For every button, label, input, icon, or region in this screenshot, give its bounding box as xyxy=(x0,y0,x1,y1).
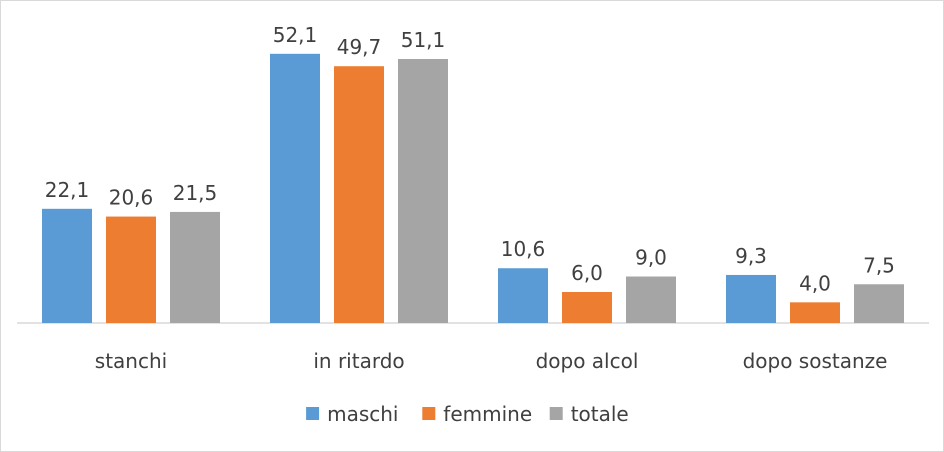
bars-group xyxy=(42,53,904,324)
value-label-totale-0: 21,5 xyxy=(173,181,218,205)
bar-totale-3 xyxy=(854,284,904,323)
category-label-1: in ritardo xyxy=(313,349,404,373)
legend: maschi femmine totale xyxy=(306,402,629,426)
bar-femmine-3 xyxy=(790,302,840,323)
legend-swatch-maschi xyxy=(306,407,320,420)
value-label-femmine-3: 4,0 xyxy=(799,271,831,295)
bar-femmine-0 xyxy=(106,216,156,323)
value-label-totale-1: 51,1 xyxy=(401,28,446,52)
value-label-totale-3: 7,5 xyxy=(863,253,895,277)
category-label-3: dopo sostanze xyxy=(743,349,888,373)
bar-totale-0 xyxy=(170,211,220,323)
value-label-femmine-1: 49,7 xyxy=(337,35,382,59)
bar-maschi-0 xyxy=(42,208,92,323)
value-label-maschi-1: 52,1 xyxy=(273,23,318,47)
legend-label-femmine: femmine xyxy=(443,402,532,426)
bar-maschi-1 xyxy=(270,53,320,324)
value-label-totale-2: 9,0 xyxy=(635,246,667,270)
bar-totale-1 xyxy=(398,58,448,323)
value-label-maschi-2: 10,6 xyxy=(501,237,546,261)
bar-totale-2 xyxy=(626,276,676,323)
bar-maschi-2 xyxy=(498,268,548,323)
category-labels-group: stanchi in ritardo dopo alcol dopo sostanze xyxy=(95,349,888,373)
legend-swatch-femmine xyxy=(422,407,436,420)
bar-femmine-2 xyxy=(562,292,612,323)
legend-label-totale: totale xyxy=(571,402,629,426)
category-label-0: stanchi xyxy=(95,349,167,373)
value-label-maschi-3: 9,3 xyxy=(735,244,767,268)
bar-femmine-1 xyxy=(334,66,384,323)
bar-maschi-3 xyxy=(726,274,776,323)
legend-label-maschi: maschi xyxy=(327,402,398,426)
value-labels-group: 22,1 20,6 21,5 52,1 49,7 51,1 10,6 6,0 9,0 9,3 4,0… xyxy=(45,23,895,296)
value-label-femmine-0: 20,6 xyxy=(109,186,154,210)
legend-swatch-totale xyxy=(549,407,563,420)
value-label-femmine-2: 6,0 xyxy=(571,261,603,285)
value-label-maschi-0: 22,1 xyxy=(45,178,90,202)
category-label-2: dopo alcol xyxy=(536,349,639,373)
